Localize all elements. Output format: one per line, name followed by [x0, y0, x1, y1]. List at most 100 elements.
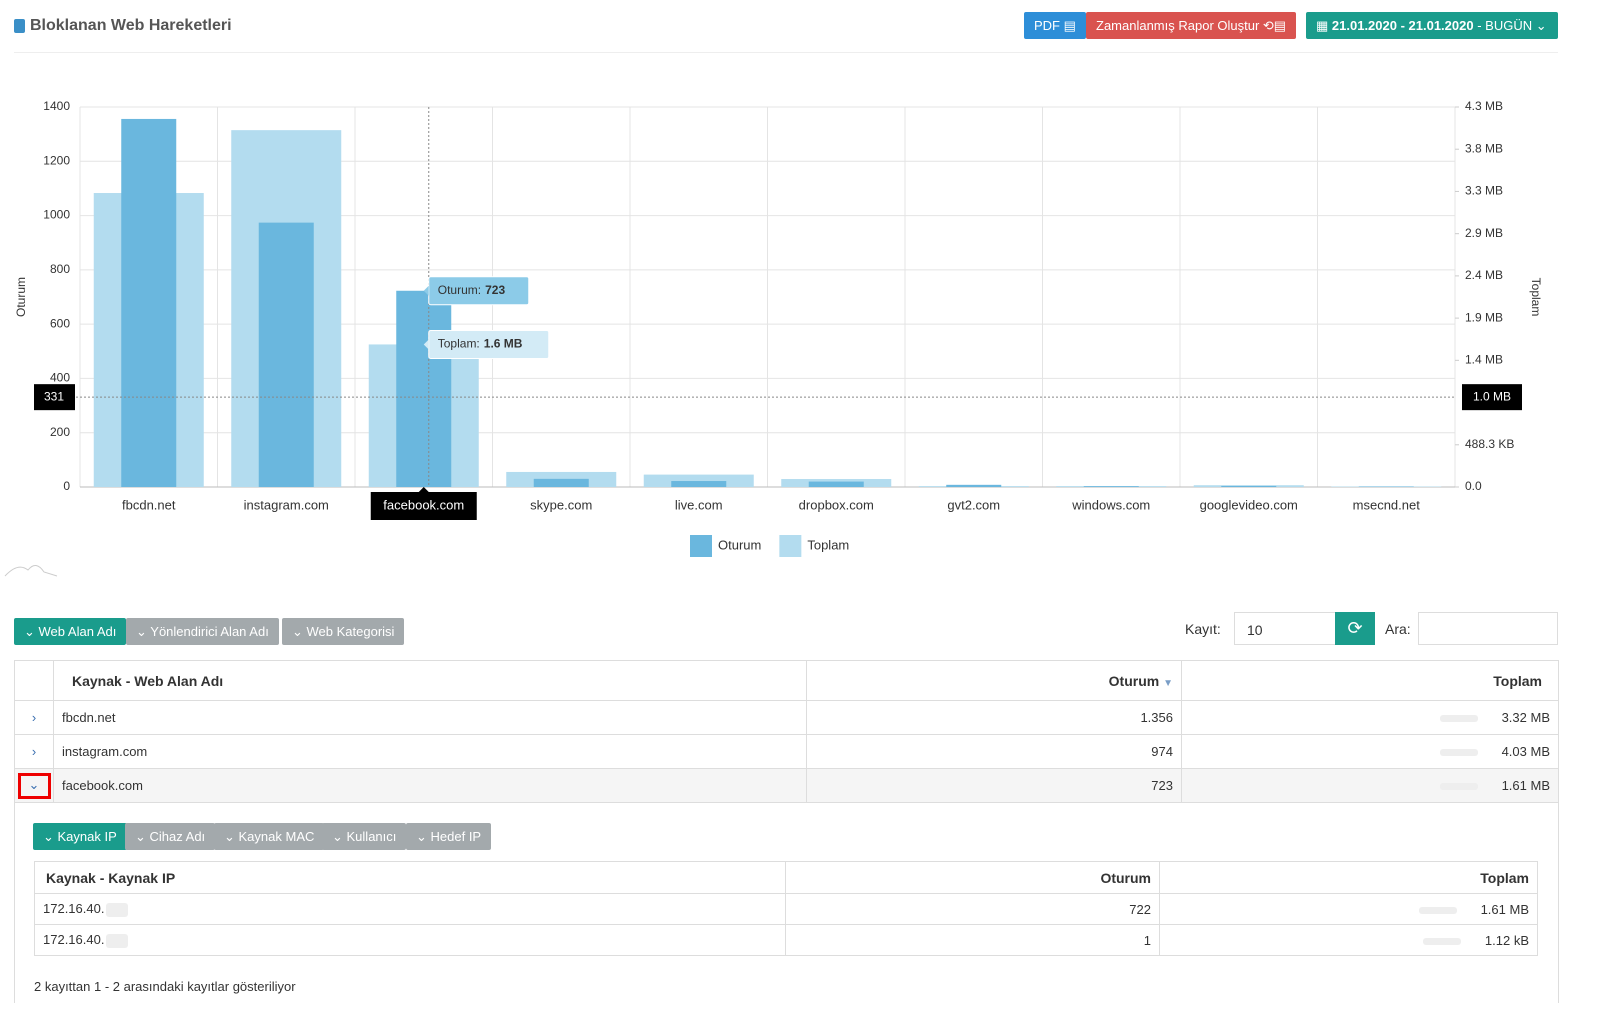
filter-label: Yönlendirici Alan Adı: [150, 624, 269, 639]
y-tick-label: 800: [50, 262, 70, 276]
cell: facebook.com: [53, 768, 807, 803]
x-tick-label: skype.com: [530, 497, 592, 512]
cell-text: 172.16.40.: [43, 932, 105, 948]
filter-label: Kaynak IP: [57, 829, 117, 844]
detail-table: Kaynak - Kaynak IP Oturum Toplam 172.16.40…: [34, 861, 1538, 956]
filter-category[interactable]: ⌄ Web Kategorisi: [282, 618, 405, 645]
detail-filter[interactable]: ⌄ Cihaz Adı: [125, 823, 216, 850]
sparkline-icon[interactable]: [4, 565, 58, 577]
cell: 1: [785, 924, 1160, 956]
date-button[interactable]: ▦ 21.01.2020 - 21.01.2020 - BUGÜN ⌄: [1306, 12, 1558, 39]
cell: 172.16.40.: [34, 893, 786, 925]
table-info: 2 kayıttan 1 - 2 arasındaki kayıtlar gös…: [34, 979, 296, 994]
x-label-pointer: [418, 487, 429, 492]
date-range: 21.01.2020 - 21.01.2020: [1331, 18, 1474, 33]
cell-text: 1.61 MB: [1501, 778, 1550, 793]
y2-axis-label: Toplam: [1529, 278, 1543, 317]
filter-web-domain[interactable]: ⌄ Web Alan Adı: [14, 618, 127, 645]
bar: [1221, 485, 1277, 487]
y2-tick-label: 1.4 MB: [1465, 353, 1503, 367]
y-axis-label: Oturum: [14, 277, 28, 317]
cell-text: 1.61 MB: [1480, 901, 1529, 917]
filter-label: Kullanıcı: [346, 829, 397, 844]
bar: [121, 118, 177, 487]
cell-text: 172.16.40.: [43, 901, 105, 917]
cell: 974: [806, 734, 1182, 769]
cell: instagram.com: [53, 734, 807, 769]
records-input[interactable]: 10: [1234, 612, 1336, 645]
legend-swatch: [690, 535, 712, 557]
detail-row: ⌄ Kaynak IP ⌄ Cihaz Adı ⌄ Kaynak MAC ⌄ K…: [14, 802, 1559, 1003]
search-input[interactable]: [1418, 612, 1558, 645]
cell: 723: [806, 768, 1182, 803]
cell: fbcdn.net: [53, 700, 807, 735]
filter-label: Web Alan Adı: [38, 624, 117, 639]
detail-filter[interactable]: ⌄ Kaynak IP: [33, 823, 127, 850]
schedule-button[interactable]: Zamanlanmış Rapor Oluştur ⟲▤: [1086, 12, 1297, 39]
filter-label: Kaynak MAC: [238, 829, 315, 844]
header-cell: Toplam: [1159, 861, 1538, 894]
header-cell: Kaynak - Web Alan Adı: [53, 660, 807, 701]
cell: 722: [785, 893, 1160, 925]
page-title: Bloklanan Web Hareketleri: [30, 17, 232, 34]
filter-label: Hedef IP: [430, 829, 482, 844]
legend-swatch: [779, 535, 802, 557]
x-tick-label: dropbox.com: [799, 497, 874, 512]
refresh-button[interactable]: ⟳: [1335, 612, 1375, 645]
expand-toggle[interactable]: ›: [14, 734, 54, 769]
cell: 1.12 kB: [1159, 924, 1538, 956]
crosshair-y-box: [34, 384, 75, 411]
bar: [946, 484, 1002, 487]
tooltip-value: 1.6 MB: [484, 337, 523, 351]
detail-row: 172.16.40. 1 1.12 kB: [34, 924, 1538, 956]
y2-tick-label: 2.9 MB: [1465, 226, 1503, 240]
bar: [671, 481, 727, 487]
filter-label: Web Kategorisi: [306, 624, 395, 639]
y2-tick-label: 3.3 MB: [1465, 184, 1503, 198]
header-cell: Toplam: [1181, 660, 1559, 701]
header-cell: Kaynak - Kaynak IP: [34, 861, 786, 894]
x-tick-label: msecnd.net: [1353, 497, 1421, 512]
table-row[interactable]: › fbcdn.net 1.356 3.32 MB: [14, 700, 1559, 735]
records-label: Kayıt:: [1185, 621, 1221, 637]
header-cell: [14, 660, 54, 701]
header-divider: [14, 52, 1558, 53]
cell-text: 3.32 MB: [1501, 710, 1550, 725]
expand-toggle[interactable]: ⌄: [14, 768, 54, 803]
table-row-expanded[interactable]: ⌄ facebook.com 723 1.61 MB: [14, 768, 1559, 803]
crosshair-y2-box: [1462, 384, 1522, 411]
bar: [396, 290, 452, 487]
x-label-highlight: [370, 492, 477, 520]
y2-tick-label: 1.9 MB: [1465, 310, 1503, 324]
tooltip-label: Oturum:: [438, 283, 481, 297]
bar: [808, 481, 864, 487]
tooltip: Toplam: 1.6 MB: [423, 329, 550, 359]
filter-referrer[interactable]: ⌄ Yönlendirici Alan Adı: [126, 618, 279, 645]
table-row[interactable]: › instagram.com 974 4.03 MB: [14, 734, 1559, 769]
detail-filter[interactable]: ⌄ Kullanıcı: [322, 823, 407, 850]
legend-label: Oturum: [718, 537, 761, 552]
header-cell: Oturum: [785, 861, 1160, 894]
detail-filter[interactable]: ⌄ Kaynak MAC: [214, 823, 325, 850]
y-tick-label: 1200: [43, 153, 70, 167]
x-tick-label: gvt2.com: [947, 497, 1000, 512]
tooltip-pointer: [423, 285, 429, 296]
expand-toggle[interactable]: ›: [14, 700, 54, 735]
y-tick-label: 600: [50, 316, 70, 330]
cell: 1.61 MB: [1181, 768, 1559, 803]
tooltip-text: Oturum: 723: [438, 283, 506, 297]
pdf-button[interactable]: PDF ▤: [1024, 12, 1086, 39]
chart: Oturum Toplam 0 200 400 600 800 1000 1200 1400 0…: [4, 99, 1543, 577]
bar: [1358, 486, 1414, 487]
main-table: Kaynak - Web Alan Adı Oturum ▼ Toplam › fbc…: [14, 660, 1559, 1003]
cell-text: 1.12 kB: [1484, 932, 1529, 948]
x-tick-label: googlevideo.com: [1200, 497, 1298, 512]
detail-filter[interactable]: ⌄ Hedef IP: [406, 823, 492, 850]
tooltip-label: Toplam:: [438, 337, 480, 351]
crosshair-y-label: 331: [44, 389, 64, 403]
y2-tick-label: 2.4 MB: [1465, 268, 1503, 282]
header-text: Oturum: [1108, 672, 1160, 689]
tooltip: Oturum: 723: [423, 276, 530, 306]
